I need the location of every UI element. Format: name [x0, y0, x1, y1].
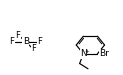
Text: B: B — [23, 38, 29, 46]
Text: Br: Br — [99, 49, 109, 58]
Text: F: F — [15, 31, 20, 40]
Text: F: F — [31, 44, 36, 53]
Text: F: F — [37, 38, 42, 46]
Text: F: F — [10, 38, 15, 46]
Text: +: + — [84, 49, 89, 54]
Text: N: N — [80, 49, 87, 58]
